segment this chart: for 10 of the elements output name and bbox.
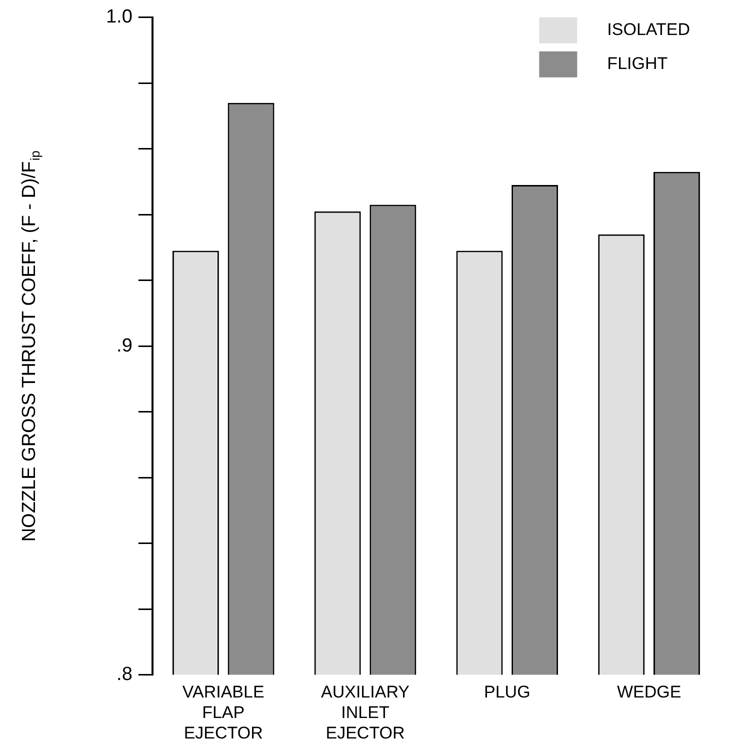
y-tick-label: 1.0 — [106, 6, 132, 28]
x-tick-label: AUXILIARY INLET EJECTOR — [321, 682, 410, 742]
legend-label: FLIGHT — [607, 54, 668, 74]
x-tick-label: WEDGE — [616, 682, 682, 702]
y-axis-title: NOZZLE GROSS THRUST COEFF, (F - D)/Fip — [19, 150, 43, 542]
x-tick-label: VARIABLE FLAP EJECTOR — [182, 682, 264, 742]
y-tick-label: .8 — [116, 664, 132, 686]
legend-label: ISOLATED — [607, 20, 690, 40]
x-tick-label: PLUG — [484, 682, 530, 702]
y-tick-label: .9 — [116, 335, 132, 356]
